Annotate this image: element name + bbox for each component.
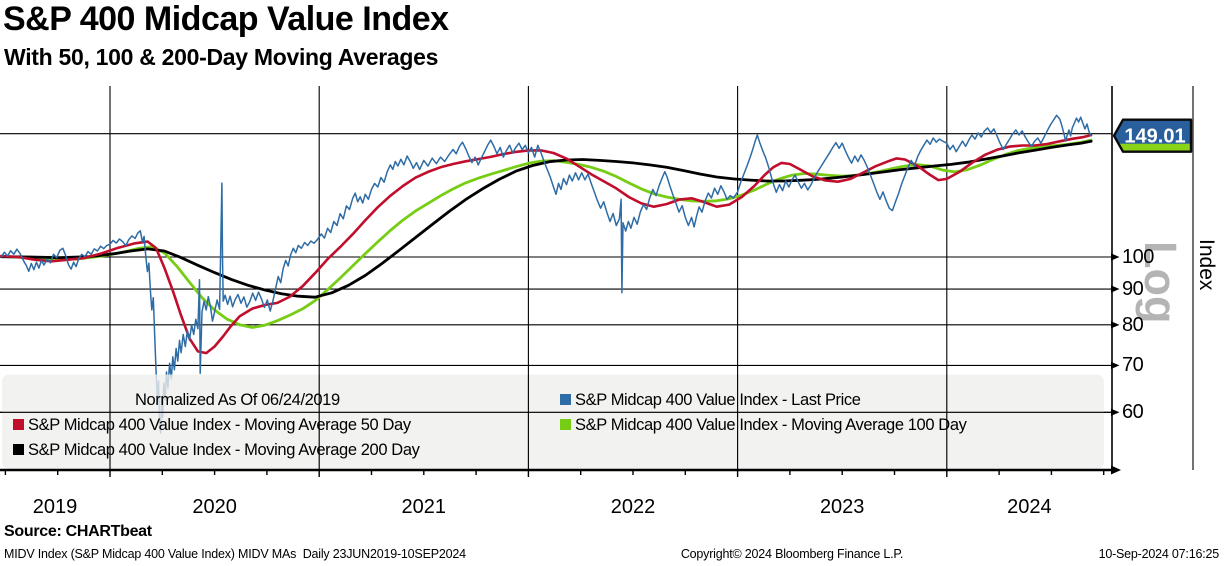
legend-panel — [2, 374, 1104, 469]
last-price-value: 149.01 — [1124, 126, 1185, 148]
y-tick-label: 70 — [1122, 354, 1144, 377]
legend-label-ma200: S&P Midcap 400 Value Index - Moving Aver… — [28, 441, 420, 459]
page-title: S&P 400 Midcap Value Index — [3, 0, 449, 38]
y-tick-label: 90 — [1122, 278, 1144, 301]
y-tick-label: 100 — [1122, 246, 1154, 268]
flag-outline — [1112, 118, 1193, 153]
legend-swatch-ma200 — [13, 444, 24, 455]
x-tick-label: 2019 — [32, 496, 78, 518]
footer-copyright: Copyright© 2024 Bloomberg Finance L.P. — [680, 547, 904, 561]
series-lines — [0, 114, 1093, 435]
y-tick-label: 60 — [1122, 401, 1144, 424]
footer-info-left: MIDV Index (S&P Midcap 400 Value Index) … — [4, 547, 466, 561]
legend-swatch-ma50 — [13, 419, 24, 430]
log-scale-label: Log — [1135, 241, 1186, 324]
x-tick-label: 2022 — [610, 496, 656, 518]
x-tick-label: 2021 — [401, 496, 447, 518]
flag-stripe — [1114, 135, 1191, 152]
y-tick-label: 80 — [1122, 313, 1144, 336]
x-tick-label: 2023 — [819, 496, 865, 518]
x-tick-label: 2020 — [192, 496, 237, 518]
legend-label-ma100: S&P Midcap 400 Value Index - Moving Aver… — [575, 416, 967, 434]
legend-label-ma50: S&P Midcap 400 Value Index - Moving Aver… — [28, 416, 411, 434]
legend-label-last-price: S&P Midcap 400 Value Index - Last Price — [575, 391, 861, 409]
footer-timestamp: 10-Sep-2024 07:16:25 — [1098, 547, 1220, 561]
y-axis-title: Index — [1195, 239, 1218, 291]
source-line: Source: CHARTbeat — [4, 523, 152, 540]
axes-and-ticks — [0, 86, 1194, 477]
legend-swatch-ma100 — [560, 419, 571, 430]
page-subtitle: With 50, 100 & 200-Day Moving Averages — [4, 44, 439, 70]
normalized-note: Normalized As Of 06/24/2019 — [135, 391, 340, 409]
x-tick-label: 2024 — [1007, 496, 1052, 518]
last-price-flag: 149.01 — [1112, 118, 1193, 153]
legend-swatch-last-price — [560, 394, 571, 405]
